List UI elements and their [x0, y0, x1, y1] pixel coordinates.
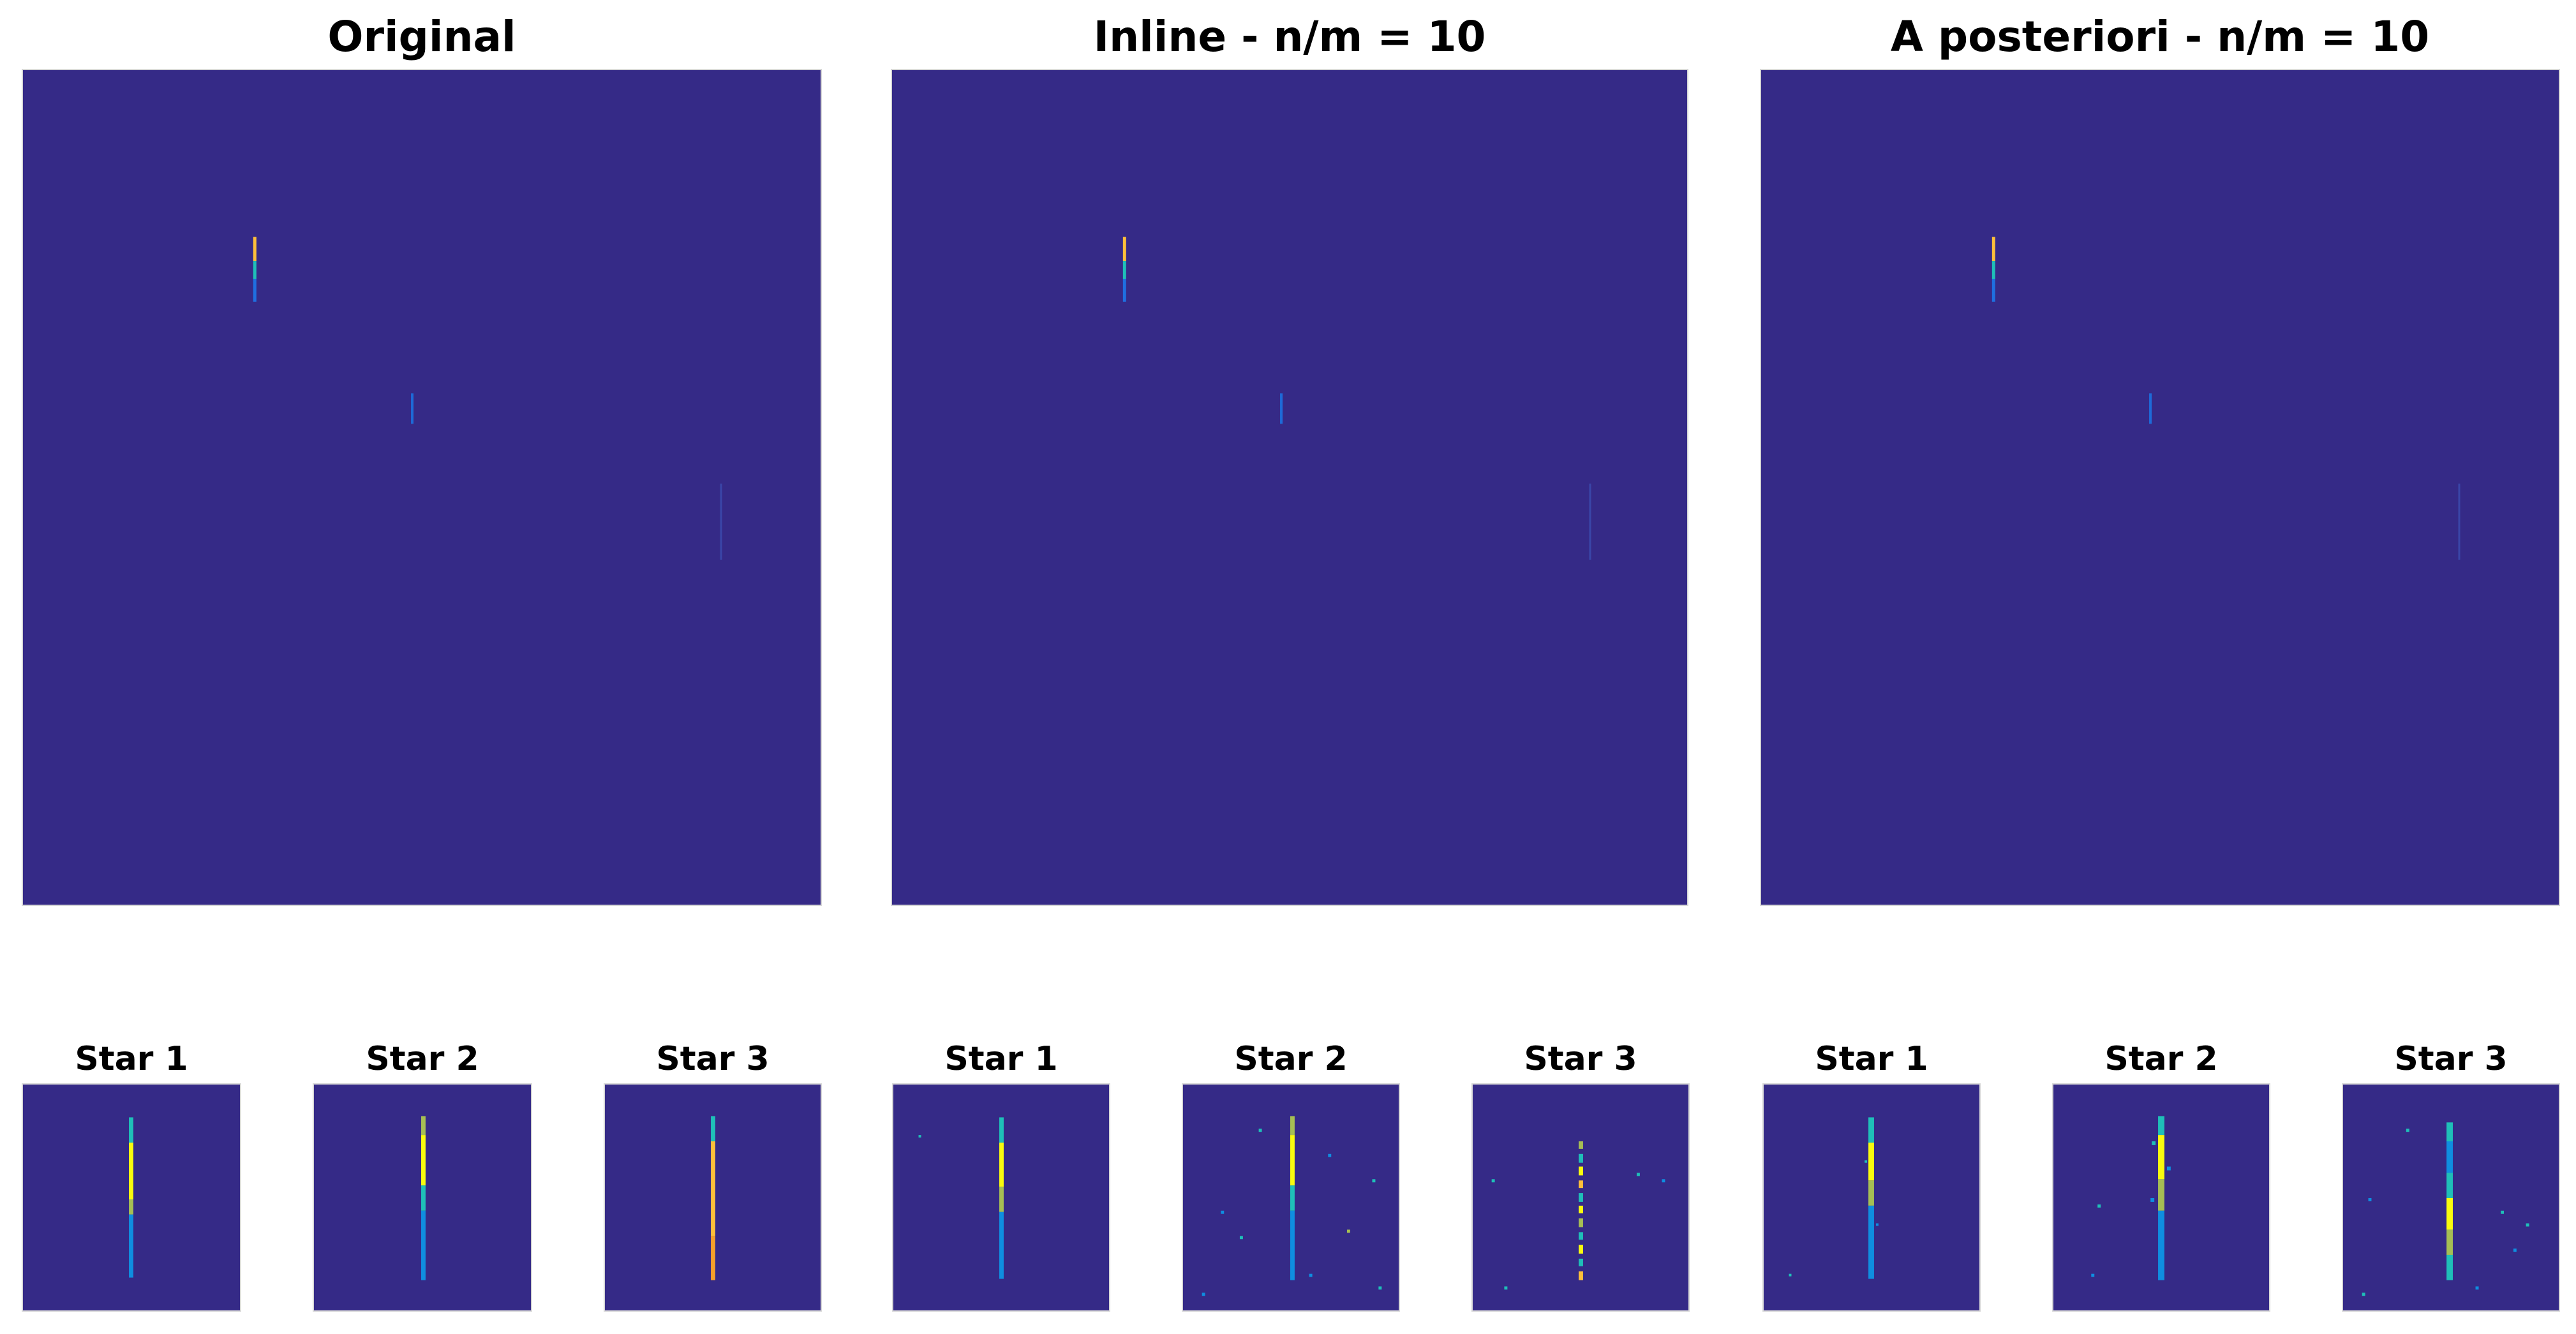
star-title-original-2: Star 2	[366, 1040, 479, 1078]
star-thumbnail-inline-3	[1471, 1083, 1690, 1312]
star-thumbnail-inline-1	[892, 1083, 1110, 1312]
star-thumbnail-original-2	[313, 1083, 532, 1312]
star-title-original-3: Star 3	[656, 1040, 770, 1078]
panel-title-inline: Inline - n/m = 10	[1093, 12, 1486, 61]
star-thumbnail-a-posteriori-3	[2342, 1083, 2560, 1312]
panel-title-original: Original	[327, 12, 516, 61]
image-panel-inline	[891, 69, 1688, 906]
star-thumbnail-original-1	[22, 1083, 241, 1312]
star-title-a-posteriori-2: Star 2	[2104, 1040, 2218, 1078]
star-title-inline-2: Star 2	[1234, 1040, 1348, 1078]
star-thumbnail-original-3	[604, 1083, 822, 1312]
star-title-a-posteriori-1: Star 1	[1815, 1040, 1928, 1078]
star-title-inline-3: Star 3	[1524, 1040, 1637, 1078]
image-panel-a-posteriori	[1760, 69, 2560, 906]
star-thumbnail-a-posteriori-2	[2052, 1083, 2270, 1312]
star-thumbnail-a-posteriori-1	[1762, 1083, 1981, 1312]
panel-title-a-posteriori: A posteriori - n/m = 10	[1890, 12, 2430, 61]
star-title-a-posteriori-3: Star 3	[2394, 1040, 2508, 1078]
star-title-original-1: Star 1	[75, 1040, 188, 1078]
star-title-inline-1: Star 1	[944, 1040, 1058, 1078]
star-thumbnail-inline-2	[1182, 1083, 1400, 1312]
image-panel-original	[22, 69, 822, 906]
